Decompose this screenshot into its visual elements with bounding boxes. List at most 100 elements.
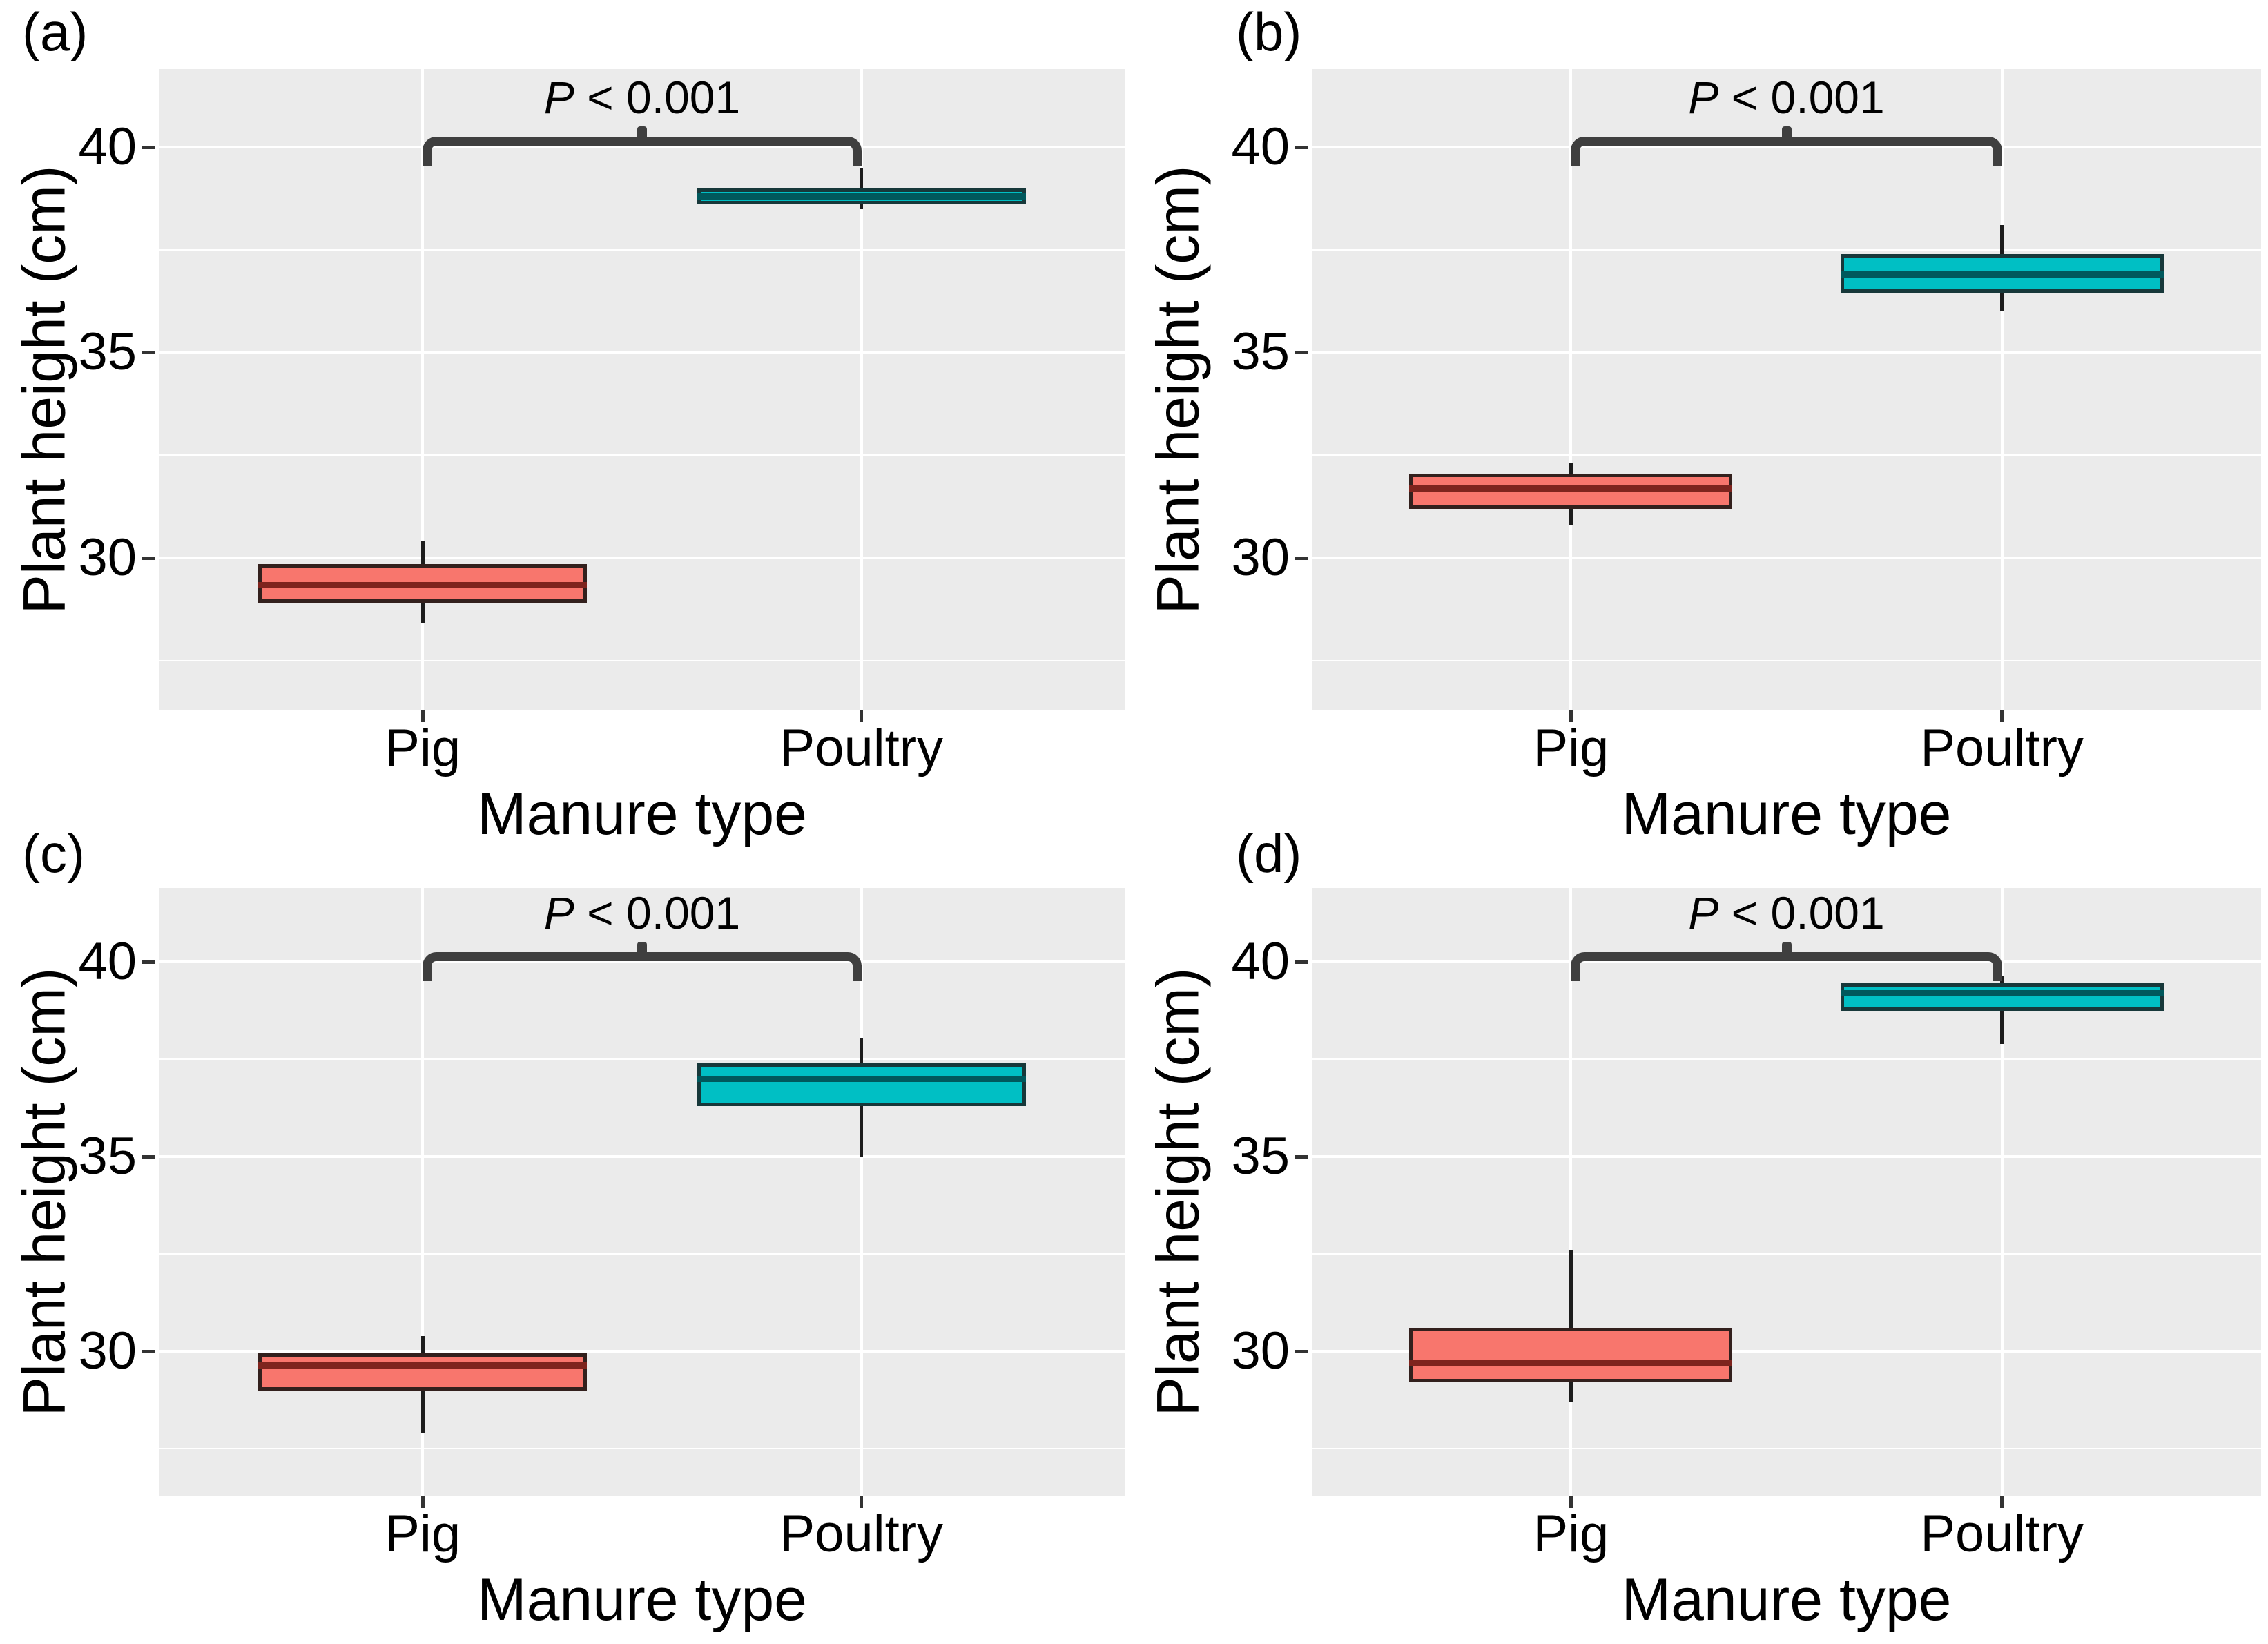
- gridline-major-40: [159, 960, 1125, 964]
- gridline-minor-32.5: [159, 1253, 1125, 1255]
- x-tick-mark-pig: [420, 1496, 425, 1508]
- y-tick-mark-35: [1295, 1155, 1308, 1159]
- significance-bracket: [1571, 126, 2002, 166]
- x-tick-label-pig: Pig: [1533, 1505, 1609, 1563]
- bracket-center-tick: [637, 942, 647, 962]
- gridline-vertical-pig: [1569, 69, 1573, 710]
- x-tick-label-poultry: Poultry: [1920, 719, 2084, 777]
- y-tick-label-30: 30: [78, 1322, 137, 1381]
- x-tick-label-pig: Pig: [385, 1505, 461, 1563]
- y-tick-mark-40: [142, 146, 155, 150]
- y-tick-mark-30: [1295, 1350, 1308, 1354]
- box-pig: [258, 1353, 588, 1391]
- x-tick-mark-poultry: [860, 710, 864, 722]
- gridline-major-35: [1312, 1155, 2261, 1159]
- y-tick-label-30: 30: [1231, 528, 1290, 587]
- x-tick-label-poultry: Poultry: [779, 1505, 944, 1563]
- p-value-label: P < 0.001: [1545, 887, 2028, 939]
- gridline-major-35: [159, 1155, 1125, 1159]
- x-tick-mark-pig: [1569, 1496, 1573, 1508]
- x-axis-title: Manure type: [1621, 781, 1952, 847]
- gridline-minor-27.5: [159, 659, 1125, 661]
- y-tick-label-40: 40: [78, 932, 137, 992]
- p-symbol: P: [543, 72, 574, 124]
- y-tick-mark-30: [1295, 556, 1308, 560]
- gridline-minor-27.5: [1312, 1448, 2261, 1450]
- gridline-major-30: [159, 1350, 1125, 1353]
- panel-c-label: (c): [22, 823, 85, 884]
- gridline-major-35: [1312, 351, 2261, 354]
- p-value-text: < 0.001: [574, 72, 741, 124]
- median-pig: [258, 1362, 588, 1369]
- gridline-minor-32.5: [1312, 1253, 2261, 1255]
- box-poultry: [1840, 983, 2164, 1011]
- x-axis-title: Manure type: [476, 1567, 808, 1633]
- panel-a-label: (a): [22, 1, 88, 62]
- gridline-minor-37.5: [1312, 1058, 2261, 1061]
- x-axis-title: Manure type: [1621, 1567, 1952, 1633]
- gridline-vertical-pig: [421, 69, 425, 710]
- y-tick-mark-40: [1295, 146, 1308, 150]
- y-tick-mark-35: [142, 1155, 155, 1159]
- p-value-label: P < 0.001: [1545, 71, 2028, 124]
- box-pig: [1409, 1328, 1733, 1383]
- median-pig: [1409, 1360, 1733, 1367]
- y-tick-mark-30: [142, 1350, 155, 1354]
- y-tick-mark-40: [1295, 960, 1308, 965]
- y-tick-label-30: 30: [1231, 1322, 1290, 1381]
- y-tick-mark-40: [142, 960, 155, 965]
- gridline-vertical-poultry: [860, 69, 863, 710]
- p-symbol: P: [1688, 887, 1719, 939]
- gridline-vertical-pig: [1569, 888, 1573, 1496]
- y-tick-mark-35: [142, 351, 155, 355]
- x-tick-label-pig: Pig: [385, 719, 461, 777]
- panel-c: (c) Plant height (cm) P < 0.001 Manure t…: [0, 822, 1134, 1644]
- gridline-minor-37.5: [159, 1058, 1125, 1061]
- y-tick-label-35: 35: [1231, 322, 1290, 382]
- p-value-text: < 0.001: [1718, 72, 1885, 124]
- bracket-center-tick: [1781, 942, 1792, 962]
- gridline-major-30: [1312, 1350, 2261, 1353]
- p-value-label: P < 0.001: [400, 71, 884, 124]
- gridline-major-40: [159, 146, 1125, 149]
- x-axis-title: Manure type: [476, 781, 808, 847]
- y-tick-label-40: 40: [78, 117, 137, 177]
- x-tick-mark-poultry: [2000, 710, 2004, 722]
- significance-bracket: [1571, 942, 2002, 982]
- plot-area: P < 0.001: [1312, 69, 2261, 710]
- y-tick-label-35: 35: [78, 322, 137, 382]
- gridline-minor-27.5: [1312, 659, 2261, 661]
- y-tick-label-35: 35: [1231, 1127, 1290, 1186]
- x-tick-label-pig: Pig: [1533, 719, 1609, 777]
- panel-d: (d) Plant height (cm) P < 0.001 Manure t…: [1134, 822, 2268, 1644]
- gridline-major-30: [1312, 556, 2261, 559]
- gridline-vertical-pig: [421, 888, 425, 1496]
- gridline-vertical-poultry: [860, 888, 863, 1496]
- gridline-major-35: [159, 351, 1125, 354]
- median-poultry: [1840, 271, 2164, 278]
- box-poultry: [697, 1063, 1026, 1106]
- median-poultry: [1840, 990, 2164, 997]
- p-symbol: P: [543, 887, 574, 939]
- y-tick-label-35: 35: [78, 1127, 137, 1186]
- median-poultry: [697, 1076, 1026, 1083]
- p-value-text: < 0.001: [1718, 887, 1885, 939]
- gridline-major-30: [159, 556, 1125, 559]
- bracket-center-tick: [1781, 126, 1792, 146]
- gridline-major-40: [1312, 960, 2261, 964]
- p-value-label: P < 0.001: [400, 887, 884, 939]
- bracket-center-tick: [637, 126, 647, 146]
- y-tick-label-40: 40: [1231, 932, 1290, 992]
- gridline-minor-32.5: [1312, 454, 2261, 456]
- panel-d-label: (d): [1236, 823, 1302, 884]
- panel-b: (b) Plant height (cm) P < 0.001 Manure t…: [1134, 0, 2268, 847]
- p-value-text: < 0.001: [574, 887, 741, 939]
- plot-area: P < 0.001: [1312, 887, 2261, 1496]
- gridline-vertical-poultry: [2000, 69, 2004, 710]
- x-tick-mark-poultry: [2000, 1496, 2004, 1508]
- median-pig: [1409, 485, 1733, 492]
- x-tick-label-poultry: Poultry: [779, 719, 944, 777]
- median-pig: [258, 581, 588, 588]
- gridline-vertical-poultry: [2000, 888, 2004, 1496]
